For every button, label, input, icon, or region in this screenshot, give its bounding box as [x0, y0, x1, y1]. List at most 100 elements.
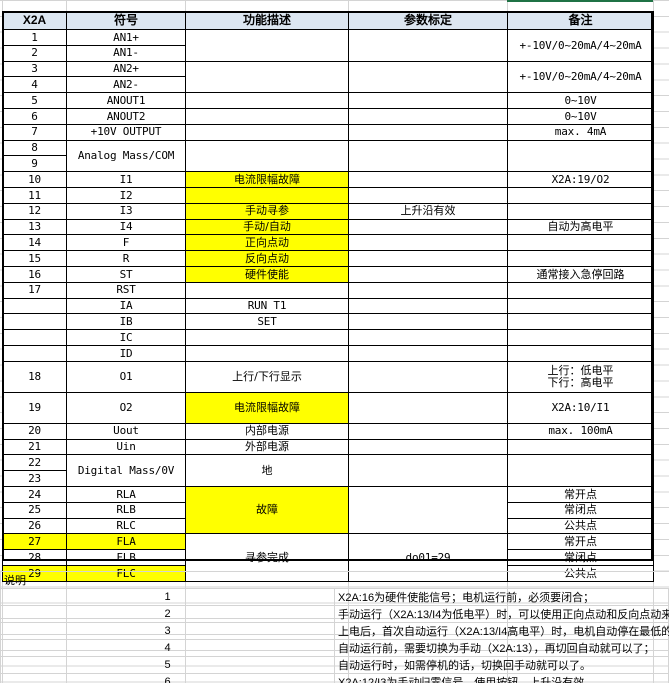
cell-parameter[interactable]: [348, 218, 508, 236]
cell-no[interactable]: 8: [2, 139, 67, 157]
note-text[interactable]: 上电后，首次自动运行（X2A:13/I4高电平）时，电机自动停在最低的参考点位置…: [334, 622, 669, 640]
cell-symbol[interactable]: AN2-: [66, 76, 186, 94]
cell-function[interactable]: 正向点动: [185, 234, 349, 252]
cell-remark[interactable]: +-10V/0~20mA/4~20mA: [507, 60, 654, 94]
cell-parameter[interactable]: [348, 92, 508, 109]
cell-remark[interactable]: [507, 186, 654, 204]
cell-parameter[interactable]: [348, 454, 508, 487]
cell-symbol[interactable]: Analog Mass/COM: [66, 139, 186, 173]
cell-function[interactable]: [185, 29, 349, 62]
col-header-x2a[interactable]: X2A: [2, 11, 67, 30]
cell-function[interactable]: [185, 139, 349, 173]
cell-no[interactable]: 6: [2, 107, 67, 125]
table-row[interactable]: 16 ST 硬件使能 通常接入急停回路: [2, 265, 654, 283]
cell-symbol[interactable]: Digital Mass/0V: [66, 454, 186, 487]
cell-function[interactable]: [185, 107, 349, 125]
cell-symbol[interactable]: +10V OUTPUT: [66, 123, 186, 141]
cell-remark[interactable]: 通常接入急停回路: [507, 265, 654, 283]
cell-no[interactable]: [2, 344, 67, 362]
cell-parameter[interactable]: [348, 265, 508, 283]
table-row[interactable]: IB SET: [2, 313, 654, 331]
cell-function[interactable]: SET: [185, 313, 349, 331]
table-row[interactable]: 27 FLA 寻参完成 do01=29 常开点: [2, 533, 654, 582]
cell-parameter[interactable]: [348, 123, 508, 141]
cell-function[interactable]: [185, 281, 349, 299]
table-row[interactable]: 20 Uout 内部电源 max. 100mA: [2, 422, 654, 440]
note-text[interactable]: X2A:12/I3为手动归零信号，使用按钮，上升沿有效。: [334, 673, 669, 683]
col-header-function[interactable]: 功能描述: [185, 11, 349, 30]
cell-symbol[interactable]: ANOUT1: [66, 92, 186, 109]
cell-parameter[interactable]: [348, 485, 508, 535]
cell-no[interactable]: 22: [2, 454, 67, 472]
cell-no[interactable]: 5: [2, 92, 67, 109]
col-header-remark[interactable]: 备注: [507, 11, 654, 30]
cell-remark[interactable]: 0~10V: [507, 92, 654, 109]
cell-function[interactable]: 手动/自动: [185, 218, 349, 236]
note-text[interactable]: X2A:16为硬件使能信号；电机运行前，必须要闭合；: [334, 588, 669, 606]
table-row[interactable]: IA RUN T1: [2, 297, 654, 315]
cell-symbol[interactable]: Uout: [66, 422, 186, 440]
cell-parameter[interactable]: [348, 281, 508, 299]
cell-remark[interactable]: +-10V/0~20mA/4~20mA: [507, 29, 654, 62]
table-row[interactable]: 21 Uin 外部电源: [2, 438, 654, 456]
cell-remark[interactable]: [507, 234, 654, 252]
cell-no[interactable]: 4: [2, 76, 67, 94]
table-row[interactable]: 15 R 反向点动: [2, 250, 654, 267]
cell-no[interactable]: 17: [2, 281, 67, 299]
cell-no[interactable]: 28: [2, 549, 67, 566]
cell-remark[interactable]: [507, 329, 654, 346]
cell-no[interactable]: 20: [2, 422, 67, 440]
cell-remark[interactable]: 常闭点: [507, 549, 654, 566]
cell-symbol[interactable]: RST: [66, 281, 186, 299]
cell-parameter[interactable]: [348, 313, 508, 331]
cell-symbol[interactable]: FLA: [66, 533, 186, 551]
cell-no[interactable]: 19: [2, 391, 67, 424]
cell-symbol[interactable]: ANOUT2: [66, 107, 186, 125]
note-text[interactable]: 自动运行时，如需停机的话，切换回手动就可以了。: [334, 656, 669, 674]
note-item[interactable]: 6 X2A:12/I3为手动归零信号，使用按钮，上升沿有效。: [0, 673, 669, 683]
col-header-parameter[interactable]: 参数标定: [348, 11, 508, 30]
cell-symbol[interactable]: FLB: [66, 549, 186, 566]
cell-function[interactable]: RUN T1: [185, 297, 349, 315]
cell-remark[interactable]: 常闭点: [507, 501, 654, 519]
cell-function[interactable]: [185, 329, 349, 346]
cell-no[interactable]: [2, 313, 67, 331]
cell-no[interactable]: 10: [2, 171, 67, 188]
cell-symbol[interactable]: Uin: [66, 438, 186, 456]
cell-parameter[interactable]: [348, 297, 508, 315]
cell-parameter[interactable]: [348, 360, 508, 393]
table-row[interactable]: 10 I1 电流限幅故障 X2A:19/O2: [2, 171, 654, 188]
cell-remark[interactable]: 0~10V: [507, 107, 654, 125]
cell-function[interactable]: 反向点动: [185, 250, 349, 267]
cell-function[interactable]: 故障: [185, 485, 349, 535]
table-row[interactable]: 6 ANOUT2 0~10V: [2, 107, 654, 125]
cell-no[interactable]: 15: [2, 250, 67, 267]
table-row[interactable]: 26 RLC 公共点: [2, 517, 654, 535]
cell-remark[interactable]: 常开点: [507, 533, 654, 551]
cell-symbol[interactable]: O2: [66, 391, 186, 424]
cell-no[interactable]: 18: [2, 360, 67, 393]
cell-function[interactable]: 内部电源: [185, 422, 349, 440]
table-row[interactable]: 28 FLB 常闭点: [2, 549, 654, 566]
cell-symbol[interactable]: RLA: [66, 485, 186, 503]
cell-symbol[interactable]: AN2+: [66, 60, 186, 78]
cell-parameter[interactable]: [348, 422, 508, 440]
note-text[interactable]: 自动运行前，需要切换为手动（X2A:13），再切回自动就可以了；: [334, 639, 669, 657]
cell-no[interactable]: 12: [2, 202, 67, 220]
cell-remark[interactable]: max. 4mA: [507, 123, 654, 141]
cell-remark[interactable]: X2A:10/I1: [507, 391, 654, 424]
table-row[interactable]: 22 Digital Mass/0V 地: [2, 454, 654, 487]
note-text[interactable]: 手动运行（X2A:13/I4为低电平）时，可以使用正向点动和反向点动来调整电机的…: [334, 605, 669, 623]
cell-function[interactable]: 外部电源: [185, 438, 349, 456]
cell-remark[interactable]: [507, 297, 654, 315]
cell-no[interactable]: 9: [2, 155, 67, 173]
cell-parameter[interactable]: [348, 391, 508, 424]
cell-symbol[interactable]: ID: [66, 344, 186, 362]
cell-symbol[interactable]: O1: [66, 360, 186, 393]
cell-symbol[interactable]: IA: [66, 297, 186, 315]
cell-remark[interactable]: [507, 313, 654, 331]
cell-symbol[interactable]: AN1-: [66, 44, 186, 62]
cell-no[interactable]: 3: [2, 60, 67, 78]
cell-parameter[interactable]: [348, 250, 508, 267]
cell-function[interactable]: [185, 344, 349, 362]
